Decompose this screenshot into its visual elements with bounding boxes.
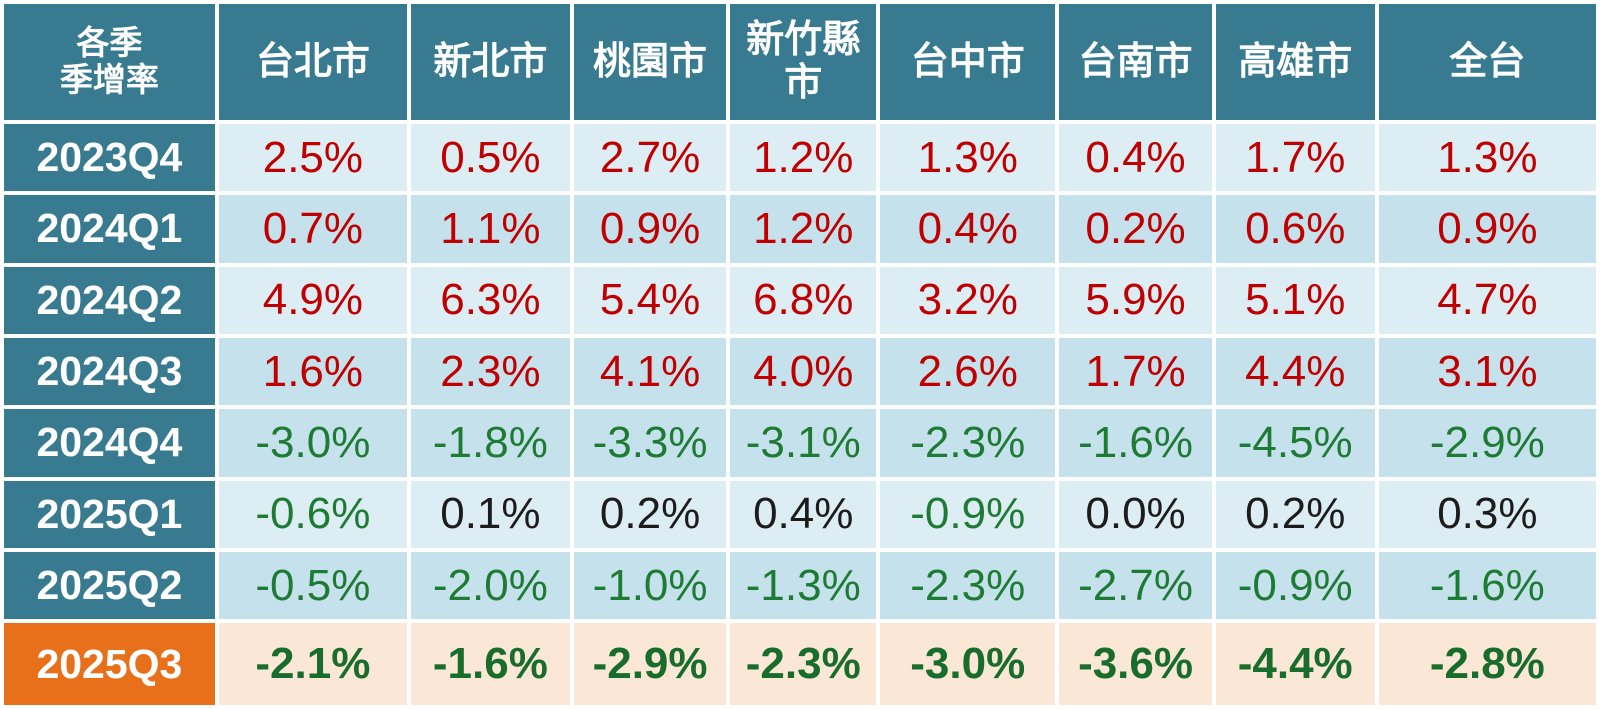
- value-cell: 0.4%: [1059, 124, 1212, 192]
- value-cell: 4.4%: [1215, 337, 1375, 406]
- value-cell: 0.9%: [573, 195, 727, 263]
- value-cell: -1.3%: [730, 551, 877, 620]
- value-cell: -2.1%: [218, 623, 407, 705]
- value-cell: -3.0%: [218, 409, 407, 477]
- value-cell: 0.6%: [1215, 195, 1375, 263]
- value-cell: -1.6%: [1378, 551, 1596, 620]
- value-cell: 0.7%: [218, 195, 407, 263]
- table-row: 2024Q4 -3.0% -1.8% -3.3% -3.1% -2.3% -1.6% -4.5…: [4, 409, 1596, 477]
- value-cell: 5.9%: [1059, 266, 1212, 334]
- column-header: 台北市: [218, 4, 407, 120]
- value-cell: 6.8%: [730, 266, 877, 334]
- value-cell: 3.1%: [1378, 337, 1596, 406]
- value-cell: 1.1%: [410, 195, 570, 263]
- value-cell: -2.9%: [1378, 409, 1596, 477]
- value-cell: 4.9%: [218, 266, 407, 334]
- value-cell: 1.7%: [1059, 337, 1212, 406]
- column-header: 新竹縣市: [730, 4, 877, 120]
- value-cell: 0.5%: [410, 124, 570, 192]
- table-row: 2024Q3 1.6% 2.3% 4.1% 4.0% 2.6% 1.7% 4.4% 3.1%: [4, 337, 1596, 406]
- value-cell: 0.2%: [1059, 195, 1212, 263]
- table-row: 2025Q3 -2.1% -1.6% -2.9% -2.3% -3.0% -3.6% -4.4…: [4, 623, 1596, 705]
- row-label: 2023Q4: [4, 124, 215, 192]
- value-cell: -1.8%: [410, 409, 570, 477]
- value-cell: -4.4%: [1215, 623, 1375, 705]
- value-cell: -0.9%: [880, 480, 1056, 548]
- value-cell: -0.5%: [218, 551, 407, 620]
- table-row: 2025Q1 -0.6% 0.1% 0.2% 0.4% -0.9% 0.0% 0.2% 0.3%: [4, 480, 1596, 548]
- value-cell: 0.2%: [573, 480, 727, 548]
- column-header: 高雄市: [1215, 4, 1375, 120]
- value-cell: -1.6%: [1059, 409, 1212, 477]
- value-cell: -2.8%: [1378, 623, 1596, 705]
- value-cell: 1.2%: [730, 124, 877, 192]
- value-cell: 0.2%: [1215, 480, 1375, 548]
- value-cell: 2.3%: [410, 337, 570, 406]
- value-cell: 0.0%: [1059, 480, 1212, 548]
- value-cell: -3.0%: [880, 623, 1056, 705]
- value-cell: -4.5%: [1215, 409, 1375, 477]
- value-cell: 2.7%: [573, 124, 727, 192]
- value-cell: -1.6%: [410, 623, 570, 705]
- value-cell: -2.3%: [730, 623, 877, 705]
- value-cell: -0.9%: [1215, 551, 1375, 620]
- value-cell: 0.4%: [880, 195, 1056, 263]
- value-cell: -2.9%: [573, 623, 727, 705]
- column-header: 台南市: [1059, 4, 1212, 120]
- value-cell: 5.4%: [573, 266, 727, 334]
- row-label: 2024Q3: [4, 337, 215, 406]
- value-cell: 4.0%: [730, 337, 877, 406]
- column-header: 新北市: [410, 4, 570, 120]
- value-cell: 1.3%: [1378, 124, 1596, 192]
- row-label: 2025Q2: [4, 551, 215, 620]
- value-cell: 0.4%: [730, 480, 877, 548]
- value-cell: -3.1%: [730, 409, 877, 477]
- value-cell: 0.9%: [1378, 195, 1596, 263]
- value-cell: 1.6%: [218, 337, 407, 406]
- value-cell: 4.1%: [573, 337, 727, 406]
- value-cell: -3.3%: [573, 409, 727, 477]
- value-cell: 0.3%: [1378, 480, 1596, 548]
- value-cell: -2.3%: [880, 409, 1056, 477]
- table-row: 2023Q4 2.5% 0.5% 2.7% 1.2% 1.3% 0.4% 1.7% 1.3%: [4, 124, 1596, 192]
- corner-label: 各季 季增率: [4, 4, 215, 120]
- header-row: 各季 季增率 台北市 新北市 桃園市 新竹縣市 台中市 台南市 高雄市 全台: [4, 4, 1596, 120]
- row-label: 2025Q3: [4, 623, 215, 705]
- value-cell: -3.6%: [1059, 623, 1212, 705]
- column-header: 桃園市: [573, 4, 727, 120]
- value-cell: -2.7%: [1059, 551, 1212, 620]
- table-row: 2024Q2 4.9% 6.3% 5.4% 6.8% 3.2% 5.9% 5.1% 4.7%: [4, 266, 1596, 334]
- column-header: 台中市: [880, 4, 1056, 120]
- value-cell: -1.0%: [573, 551, 727, 620]
- value-cell: 6.3%: [410, 266, 570, 334]
- row-label: 2024Q1: [4, 195, 215, 263]
- value-cell: 4.7%: [1378, 266, 1596, 334]
- value-cell: 1.2%: [730, 195, 877, 263]
- value-cell: 0.1%: [410, 480, 570, 548]
- value-cell: 5.1%: [1215, 266, 1375, 334]
- table-row: 2024Q1 0.7% 1.1% 0.9% 1.2% 0.4% 0.2% 0.6% 0.9%: [4, 195, 1596, 263]
- value-cell: -2.3%: [880, 551, 1056, 620]
- row-label: 2024Q4: [4, 409, 215, 477]
- value-cell: -2.0%: [410, 551, 570, 620]
- value-cell: -0.6%: [218, 480, 407, 548]
- value-cell: 2.6%: [880, 337, 1056, 406]
- value-cell: 1.3%: [880, 124, 1056, 192]
- row-label: 2025Q1: [4, 480, 215, 548]
- value-cell: 2.5%: [218, 124, 407, 192]
- value-cell: 3.2%: [880, 266, 1056, 334]
- column-header: 全台: [1378, 4, 1596, 120]
- value-cell: 1.7%: [1215, 124, 1375, 192]
- table-row: 2025Q2 -0.5% -2.0% -1.0% -1.3% -2.3% -2.7% -0.9…: [4, 551, 1596, 620]
- row-label: 2024Q2: [4, 266, 215, 334]
